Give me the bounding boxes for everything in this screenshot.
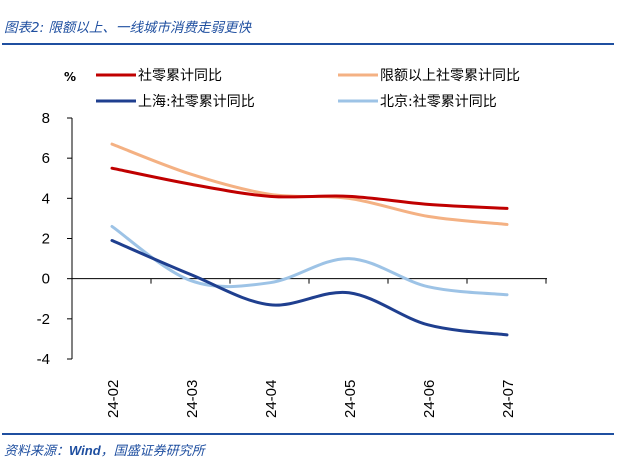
x-tick-label: 24-04 — [263, 380, 280, 418]
source-divider — [2, 433, 614, 435]
source-prefix: 资料来源： — [4, 444, 70, 459]
y-tick-label: -4 — [37, 351, 50, 368]
y-tick-label: 0 — [42, 271, 50, 288]
source-suffix: ，国盛证券研究所 — [100, 444, 205, 459]
y-tick-label: 6 — [42, 150, 50, 167]
legend-label-2: 限额以上社零累计同比 — [380, 68, 520, 84]
y-tick-label: 4 — [42, 190, 50, 207]
y-tick-label: 8 — [42, 110, 50, 127]
series-line-1 — [110, 166, 509, 210]
y-unit-label: % — [64, 70, 77, 84]
title-divider — [2, 43, 614, 45]
x-tick-label: 24-03 — [184, 380, 201, 418]
x-tick-label: 24-05 — [342, 380, 359, 418]
series-line-3 — [110, 239, 509, 337]
x-tick-label: 24-02 — [105, 380, 122, 418]
x-tick-label: 24-07 — [500, 380, 517, 418]
y-tick-label: 2 — [42, 231, 50, 248]
legend-label-1: 社零累计同比 — [138, 68, 222, 84]
series-line-2 — [110, 142, 509, 226]
series-line-4 — [110, 224, 509, 297]
source-wind: Wind — [69, 443, 101, 458]
x-tick-label: 24-06 — [421, 380, 438, 418]
source-note: 资料来源：Wind，国盛证券研究所 — [4, 440, 205, 459]
legend-label-3: 上海:社零累计同比 — [138, 94, 255, 110]
series-layer — [110, 142, 509, 337]
chart-axes: -4 -2 0 2 4 6 8 24-02 24-03 24-04 24-05 24-06 24-07 — [37, 110, 547, 418]
y-tick-label: -2 — [37, 311, 50, 328]
figure-title: 图表2: 限额以上、一线城市消费走弱更快 — [4, 20, 251, 36]
legend-label-4: 北京:社零累计同比 — [380, 94, 497, 110]
